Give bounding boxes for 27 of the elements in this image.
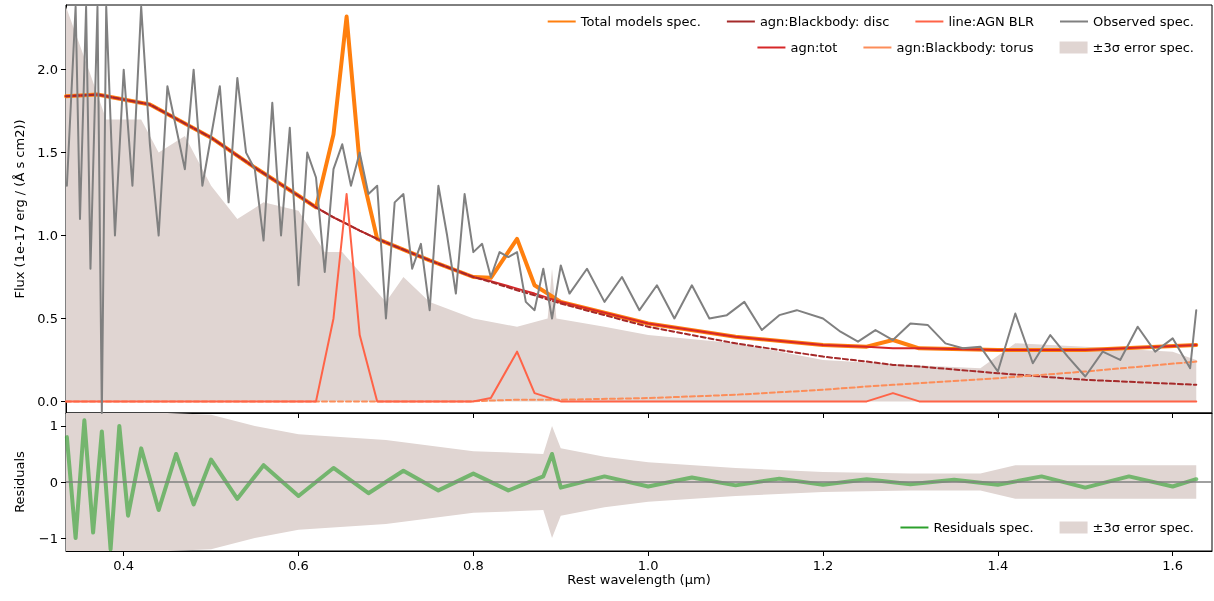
y-tick-label: 0.0 [37,393,58,409]
x-axis-title: Rest wavelength (µm) [567,572,711,587]
legend-label: Total models spec. [579,14,701,29]
legend-label: agn:tot [790,40,838,55]
x-tick-label: 0.4 [113,558,135,573]
legend-label: Observed spec. [1093,14,1195,29]
legend-label: ±3σ error spec. [1092,520,1195,535]
y-tick-label: 1 [49,418,58,434]
legend-label: agn:Blackbody: torus [896,40,1034,55]
x-tick-label: 1.0 [637,558,659,573]
y-tick-label: −1 [38,530,58,546]
y-tick-label: 0.5 [37,310,58,326]
y-axis-title: Flux (1e-17 erg / (Å s cm2)) [12,119,27,299]
x-tick-label: 1.2 [812,558,834,573]
y-tick-label: 2.0 [37,62,58,78]
x-tick-label: 1.4 [987,558,1009,573]
y-tick-label: 1.5 [37,145,58,161]
legend-label: agn:Blackbody: disc [759,14,890,29]
y-tick-label: 1.0 [37,228,58,244]
legend-label: ±3σ error spec. [1092,40,1195,55]
legend-label: Residuals spec. [933,520,1034,535]
y-axis-title: Residuals [12,450,27,513]
y-tick-label: 0 [49,474,58,490]
x-tick-label: 1.6 [1162,558,1184,573]
x-tick-label: 0.8 [463,558,484,573]
x-tick-label: 0.6 [288,558,309,573]
legend-label: line:AGN BLR [948,14,1035,29]
